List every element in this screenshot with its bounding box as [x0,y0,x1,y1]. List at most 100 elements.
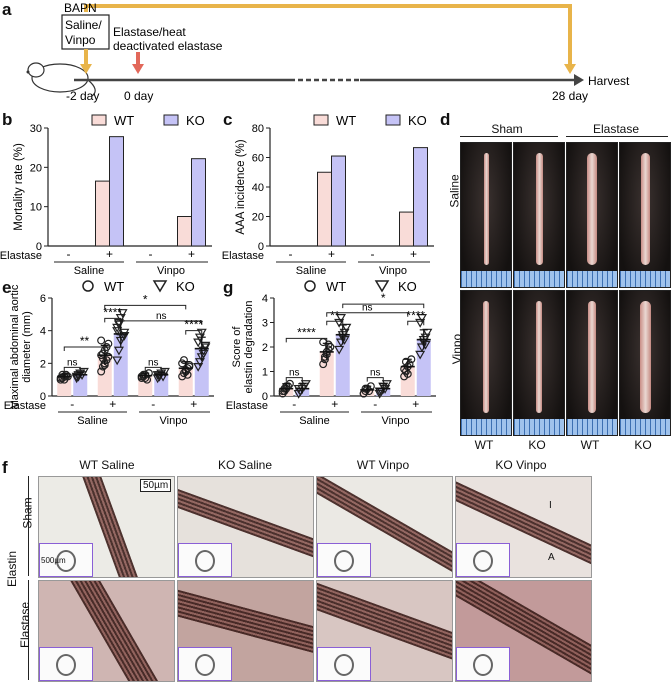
aorta-photo-r2-c4 [619,290,671,436]
group-label-saline: Saline [299,415,330,427]
significance-bracket [326,320,344,326]
intima-label: I [549,500,552,511]
mean-bar-ko [194,348,209,396]
data-point-wt [361,387,370,396]
group-label-saline: Saline [74,265,105,277]
y-axis-title-line2: elastin degradation [243,301,255,394]
legend-marker-wt [82,280,94,292]
panel-label-b: b [2,110,13,129]
bar-ko [331,155,346,247]
overview-inset [317,647,371,681]
data-point-wt [58,370,67,379]
significance-bracket [63,346,106,351]
ruler [514,271,564,287]
mean-bar-ko [416,339,431,396]
aorta-tissue [483,301,489,413]
elastase-sign: + [190,397,197,411]
data-point-ko [113,346,124,356]
significance-bracket [144,366,162,372]
bar-ko [413,147,428,247]
histology-image-r1-c4 [455,476,592,578]
elastase-row-label: Elastase [226,400,268,412]
elastase-sign: - [371,247,375,261]
panel-f: WT Saline KO Saline WT Vinpo KO Vinpo El… [0,458,672,685]
overview-inset [178,647,232,681]
legend-label-ko: KO [398,279,417,294]
significance-bracket [326,312,409,317]
elastase-sign: + [188,247,195,261]
legend-swatch-wt [91,114,107,126]
aorta-photo-r1-c1 [460,142,512,288]
significance-label: ns [289,368,300,379]
col-label-2: KO [528,438,546,452]
y-axis-title-line1: Maximal abdominal aortic [9,284,21,409]
y-tick-label: 4 [40,326,46,338]
legend-label-ko: KO [176,279,195,294]
elastase-sign: - [373,397,377,411]
y-axis-title: Mortality rate (%) [13,143,25,231]
y-axis-title: AAA incidence (%) [235,139,247,234]
aorta-photo-r1-c4 [619,142,671,288]
group-label-vinpo: Vinpo [160,415,188,427]
aorta-tissue [640,153,650,265]
bapn-label: BAPN [64,1,97,15]
ruler [567,271,617,287]
significance-bracket [366,377,384,382]
aorta-tissue [587,153,597,265]
histology-image-r2-c1 [38,580,175,682]
bapn-duration-bracket [84,4,572,66]
legend-swatch-ko [163,114,179,126]
chart-elastin-score: 0 1 2 3 4 Score of elastin degradation Elastase… [226,279,436,427]
legend-label-wt: WT [104,279,124,294]
elastase-row-label: Elastase [4,400,46,412]
vessel-cross-section [473,654,493,676]
data-point-wt [183,370,192,379]
y-tick-label: 4 [262,293,268,305]
mouse-icon [26,62,96,97]
bapn-start-arrowhead [80,64,92,74]
y-tick-label: 6 [40,293,46,305]
ruler [620,419,670,435]
mean-bar-ko [335,334,350,396]
legend-swatch-ko [385,114,401,126]
data-point-wt [361,384,370,393]
significance-bracket [104,304,187,310]
legend-swatch-wt [313,114,329,126]
mean-bar-ko [154,374,169,396]
data-point-wt [320,355,329,364]
aorta-photo-r2-c2 [513,290,565,436]
data-point-wt [97,367,106,376]
legend-label-ko: KO [186,113,205,128]
overview-inset [317,543,371,577]
mean-bar-ko [113,333,128,396]
elastase-sign: - [289,247,293,261]
vessel-cross-section [195,550,215,572]
significance-label: **** [406,308,425,322]
y-tick-label: 20 [252,212,264,224]
bar-ko [109,136,124,247]
y-axis-title-line2: diameter (mm) [21,311,33,383]
legend-label-wt: WT [114,113,134,128]
elastase-row-label: Elastase [222,250,264,262]
bar-ko [191,158,206,247]
data-point-wt [401,367,410,376]
ruler [461,419,511,435]
overview-inset [456,543,510,577]
legend-label-wt: WT [336,113,356,128]
significance-label: **** [297,325,316,339]
data-point-wt [320,352,329,361]
f-sham-line [28,476,29,576]
aorta-tissue [536,301,542,413]
data-point-ko [200,343,211,353]
aorta-photo-r1-c3 [566,142,618,288]
vessel-cross-section [473,550,493,572]
data-point-wt [104,339,113,348]
data-point-wt [324,345,333,354]
col-label-1: WT [474,438,494,452]
legend-label-ko: KO [408,113,427,128]
group-label-saline: Saline [77,415,108,427]
elastase-sign: + [106,247,113,261]
bar-wt [317,171,332,247]
overview-inset [39,647,93,681]
